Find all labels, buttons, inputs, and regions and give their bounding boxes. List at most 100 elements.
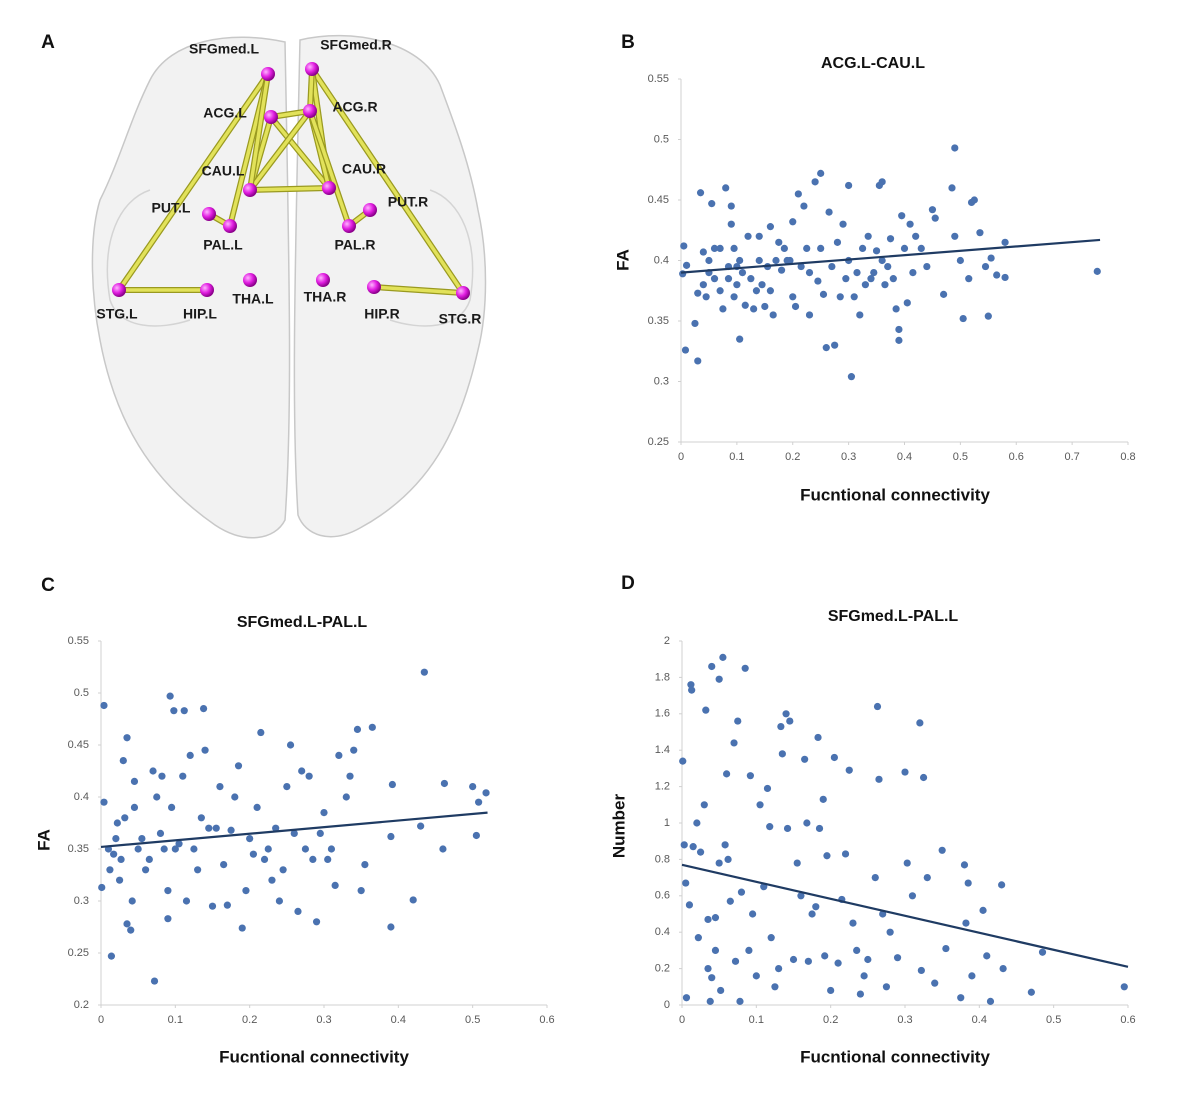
panel-label: C [41,575,55,596]
data-point [320,809,328,817]
data-point [731,957,740,965]
data-point [931,979,939,987]
x-tick-label: 0.4 [972,1014,987,1026]
node [367,280,381,294]
chart-title: SFGmed.L-PAL.L [828,608,959,625]
data-point [127,926,135,934]
edge [308,68,314,112]
y-tick-label: 0.5 [654,133,669,145]
data-point [856,311,864,319]
data-point [682,261,691,269]
data-point [1001,273,1009,282]
node-label: ACG.R [332,99,377,115]
edge [308,110,351,227]
data-point [100,701,108,710]
x-tick-label: 0.4 [391,1014,406,1026]
node [202,207,216,221]
x-tick-label: 0.2 [785,451,800,463]
data-point [987,254,995,262]
data-point [107,952,116,960]
data-point [170,707,178,715]
data-point [821,952,829,960]
node [322,181,336,195]
x-axis-label: Fucntional connectivity [800,1047,990,1066]
data-point [777,722,785,731]
data-point [231,793,239,801]
data-point [895,325,903,334]
data-point [938,846,946,854]
data-point [917,244,925,252]
data-point [791,302,800,311]
data-point [158,772,166,780]
data-point [772,256,780,265]
data-point [123,920,131,928]
data-point [867,275,875,283]
data-point [164,915,172,923]
data-point [439,845,447,853]
edge [373,285,464,295]
data-point [387,923,395,931]
node-label: PUT.R [388,194,428,210]
data-point [687,681,695,689]
data-point [895,336,903,344]
data-point [197,814,205,822]
data-point [815,824,824,833]
data-point [168,803,176,812]
data-point [268,876,276,884]
data-point [830,753,838,762]
data-point [889,275,897,283]
data-point [689,843,697,851]
data-point [682,994,691,1002]
x-tick-label: 0.4 [897,451,912,463]
data-point [680,841,688,849]
data-point [279,866,287,874]
node [223,219,237,233]
data-point [948,184,956,192]
data-point [882,983,891,991]
data-point [931,214,939,222]
data-point [901,768,909,776]
data-point [199,705,208,713]
data-point [730,293,738,301]
data-point [803,819,811,827]
data-point [234,762,243,770]
data-point [142,866,150,874]
data-point [220,861,228,869]
data-point [970,196,978,204]
data-point [766,223,775,231]
y-tick-label: 0.3 [74,895,89,907]
data-point [873,702,882,711]
data-point [870,269,878,277]
data-point [150,977,159,985]
data-point [205,824,213,832]
data-point [186,751,194,760]
node [264,110,278,124]
data-point [726,897,734,905]
edge [269,115,331,190]
data-point [1120,983,1128,991]
x-tick-label: 0.5 [953,451,968,463]
data-point [246,835,254,843]
data-point [804,957,812,965]
data-point [715,859,723,867]
node [363,203,377,217]
data-point [909,269,917,277]
data-point [833,238,842,246]
data-point [722,184,730,192]
data-point [886,928,894,936]
data-point [916,719,924,727]
data-point [190,845,198,853]
data-point [831,341,839,349]
data-point [917,966,925,975]
data-point [710,244,719,252]
data-point [301,845,310,853]
x-tick-label: 0.2 [823,1014,838,1026]
data-point [983,952,991,960]
data-point [780,244,788,252]
data-point [814,733,822,742]
x-tick-label: 0.5 [465,1014,480,1026]
panel-label: A [41,32,55,53]
data-point [171,845,179,853]
data-point [898,212,906,220]
